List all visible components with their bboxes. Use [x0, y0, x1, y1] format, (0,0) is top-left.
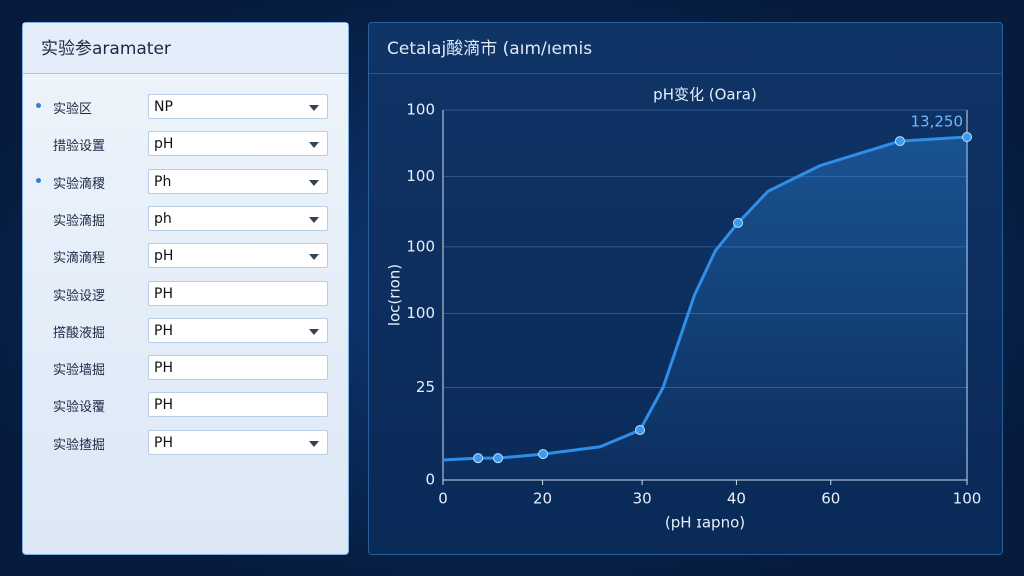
- dropdown[interactable]: PH: [148, 317, 328, 343]
- data-point: [894, 136, 905, 147]
- y-tick-label: 25: [416, 378, 435, 396]
- parameter-row: 措验设置 pH: [23, 131, 348, 157]
- y-tick-label: 100: [406, 167, 435, 185]
- x-tick-label: 100: [953, 490, 982, 508]
- data-point: [493, 453, 504, 464]
- dropdown-arrow: [309, 216, 319, 223]
- row-label: 实验揸掘: [53, 437, 106, 453]
- row-label: 实验滴掘: [53, 213, 106, 229]
- x-tick-label: 30: [633, 490, 652, 508]
- y-tick-label: 0: [425, 471, 435, 489]
- dropdown-arrow: [309, 105, 319, 111]
- x-tick-label: 20: [533, 490, 552, 508]
- line-area: [443, 137, 967, 480]
- annotation: 13,250: [911, 113, 964, 131]
- y-tick-label: 100: [406, 237, 435, 255]
- parameter-row: 实验滴掘 ph: [23, 205, 348, 232]
- bullet: [36, 177, 41, 183]
- dropdown-arrow: [309, 328, 319, 335]
- parameter-row: 实验揸掘 PH: [23, 429, 348, 456]
- data-line: [442, 135, 968, 462]
- input[interactable]: PH: [148, 392, 328, 418]
- chart-panel-title: Cetalaj酸滴市 (aım/ıemis: [369, 23, 1002, 74]
- x-axis-label: (pH ɪapno): [665, 514, 745, 532]
- dropdown-arrow: [309, 254, 319, 261]
- row-label: 实验设逻: [53, 288, 106, 304]
- y-tick-label: 100: [406, 101, 435, 119]
- row-label: 实验区: [53, 102, 93, 117]
- parameter-row: 实滴滴程 pH: [23, 243, 348, 269]
- dropdown-arrow: [309, 440, 319, 447]
- x-tick-label: 0: [438, 490, 448, 508]
- bullet: [36, 103, 41, 108]
- data-point: [733, 217, 744, 228]
- y-tick-label: 100: [406, 304, 435, 322]
- parameter-row: 实验设覆 PH: [23, 392, 348, 418]
- dropdown[interactable]: ph: [148, 205, 328, 231]
- parameter-row: 撘酸液掘 PH: [23, 317, 348, 344]
- input[interactable]: PH: [148, 280, 328, 306]
- row-label: 撘酸液掘: [53, 325, 106, 341]
- data-point: [538, 449, 549, 460]
- panel-title: 实验参aramater: [23, 23, 348, 74]
- dropdown[interactable]: NP: [148, 94, 328, 119]
- parameter-row: 实验设逻 PH: [23, 280, 348, 307]
- x-tick-label: 40: [727, 490, 746, 508]
- dropdown-arrow: [309, 179, 319, 186]
- parameter-row: 实验区 NP: [23, 94, 348, 120]
- dropdown-arrow: [309, 142, 319, 149]
- data-point: [473, 453, 484, 464]
- data-point: [962, 132, 972, 143]
- input[interactable]: PH: [148, 355, 328, 381]
- chart-title: pH变化 (Oara): [653, 86, 757, 104]
- dropdown[interactable]: Ph: [148, 168, 328, 194]
- y-axis-label: loc(rıon): [386, 264, 404, 326]
- parameter-panel: 实验参aramater 实验区 NP 措验设置 pH 实验滴稷 Ph 实验滴掘 ph 实滴滴程 p…: [22, 22, 349, 555]
- x-tick-label: 60: [821, 490, 840, 508]
- data-point: [635, 425, 646, 436]
- dropdown[interactable]: PH: [148, 429, 328, 455]
- row-label: 实验墙掘: [53, 363, 106, 379]
- parameter-row: 实验墙掘 PH: [23, 355, 348, 381]
- row-label: 实验设覆: [53, 400, 106, 416]
- row-label: 措验设置: [53, 139, 106, 155]
- parameter-row: 实验滴稷 Ph: [23, 168, 348, 195]
- row-label: 实滴滴程: [53, 251, 106, 267]
- dropdown[interactable]: pH: [148, 243, 328, 269]
- row-label: 实验滴稷: [53, 176, 106, 192]
- dropdown[interactable]: pH: [148, 131, 328, 157]
